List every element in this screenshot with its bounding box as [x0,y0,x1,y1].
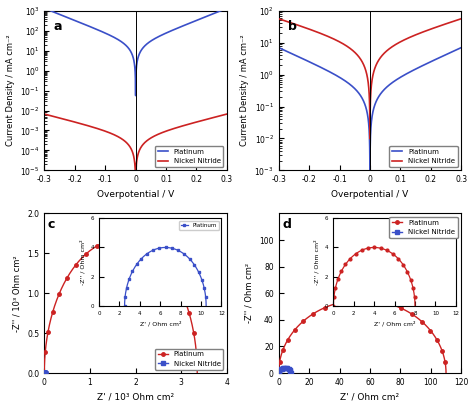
Text: c: c [48,218,55,231]
Text: a: a [54,20,62,33]
Y-axis label: Current Density / mA cm⁻²: Current Density / mA cm⁻² [240,35,249,147]
Legend: Platinum, Nickel Nitride: Platinum, Nickel Nitride [389,146,458,167]
Y-axis label: Current Density / mA cm⁻²: Current Density / mA cm⁻² [6,35,15,147]
Text: b: b [288,20,297,33]
Legend: Platinum, Nickel Nitride: Platinum, Nickel Nitride [389,217,458,238]
Y-axis label: -Z'' / Ohm cm²: -Z'' / Ohm cm² [245,263,254,323]
Text: d: d [283,218,291,231]
X-axis label: Overpotential / V: Overpotential / V [97,190,174,199]
X-axis label: Z' / 10³ Ohm cm²: Z' / 10³ Ohm cm² [97,392,174,401]
Legend: Platinum, Nickel Nitride: Platinum, Nickel Nitride [155,348,223,370]
X-axis label: Z' / Ohm cm²: Z' / Ohm cm² [340,392,400,401]
Legend: Platinum, Nickel Nitride: Platinum, Nickel Nitride [155,146,223,167]
X-axis label: Overpotential / V: Overpotential / V [331,190,409,199]
Y-axis label: -Z'' / 10³ Ohm cm²: -Z'' / 10³ Ohm cm² [13,255,22,332]
